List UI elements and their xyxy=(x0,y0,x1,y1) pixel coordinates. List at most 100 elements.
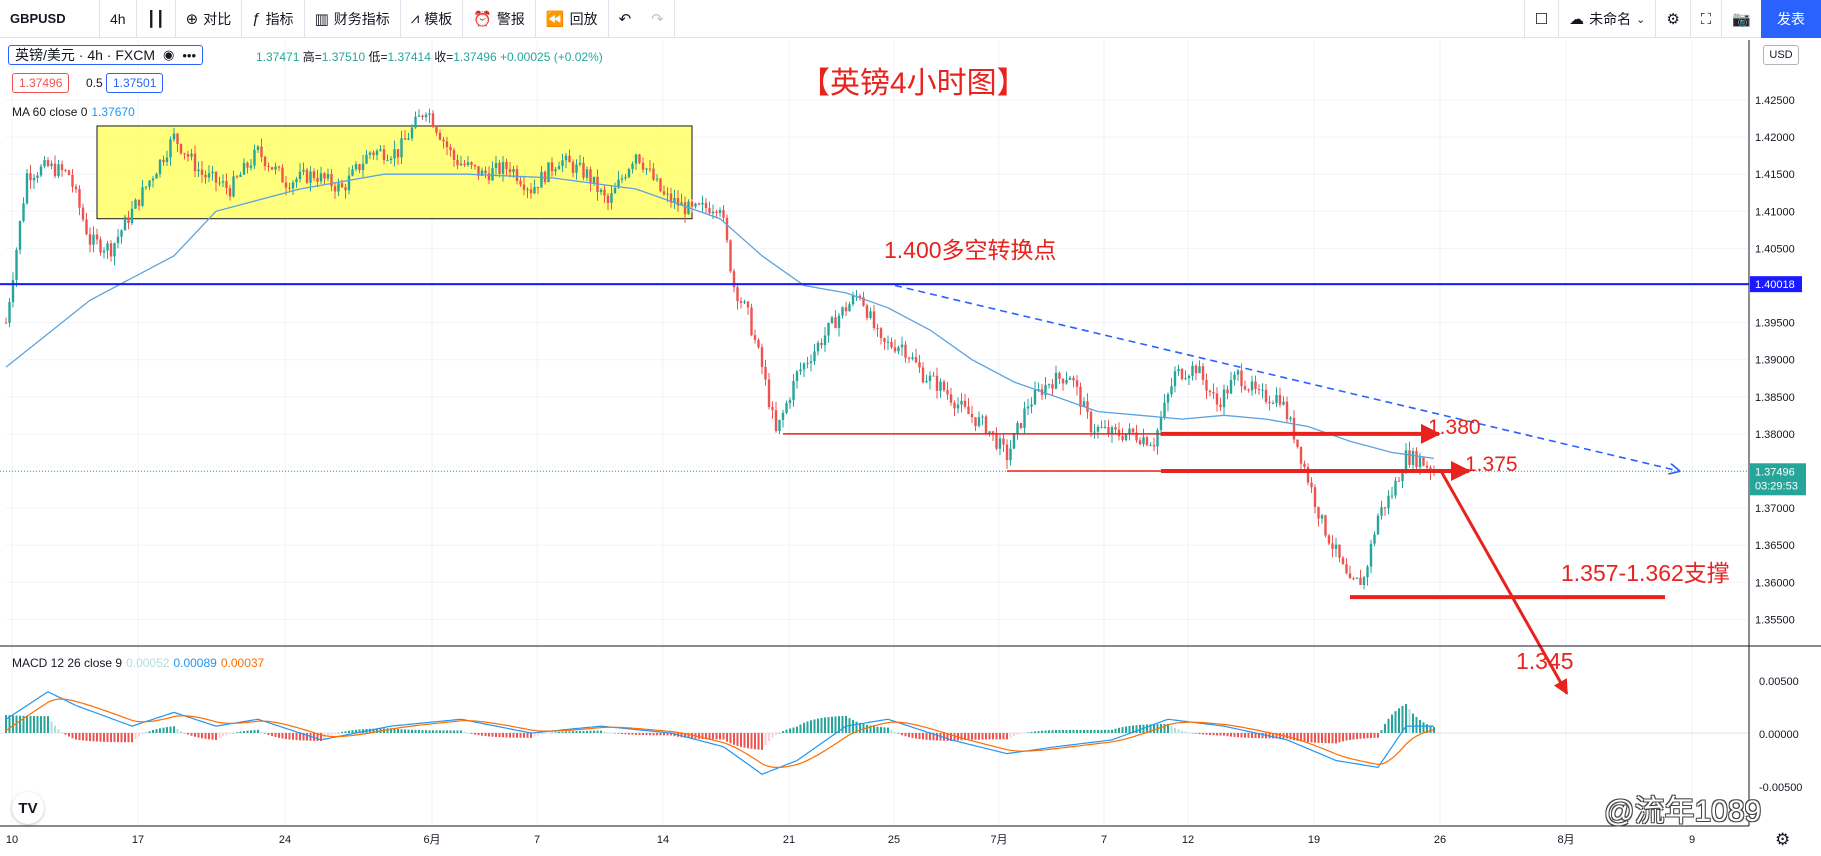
macd-histogram-bar xyxy=(1426,724,1428,733)
expand-button[interactable]: ⛶ xyxy=(1689,0,1722,38)
macd-histogram-bar xyxy=(673,733,676,737)
macd-histogram-bar xyxy=(775,733,777,736)
sell-price-chip[interactable]: 1.37496 xyxy=(12,73,70,93)
consolidation-box[interactable] xyxy=(96,125,693,220)
symbol-search-button[interactable]: GBPUSD xyxy=(0,0,100,38)
candle-body xyxy=(554,169,557,172)
undo-button[interactable]: ↶ xyxy=(609,0,642,38)
trend-line[interactable] xyxy=(894,284,1679,472)
candle-body xyxy=(624,177,627,179)
interval-button[interactable]: 4h xyxy=(100,0,137,38)
candle-body xyxy=(32,177,36,181)
alert-button[interactable]: ⏰ 警报 xyxy=(463,0,536,38)
macd-histogram-bar xyxy=(1373,733,1376,738)
tradingview-logo[interactable]: TV xyxy=(12,792,44,824)
macd-histogram-bar xyxy=(887,727,889,733)
macd-histogram-bar xyxy=(1226,733,1229,737)
candle-body xyxy=(582,162,585,178)
settings-button[interactable]: ⚙ xyxy=(1655,0,1689,38)
fullscreen-layout-button[interactable]: ☐ xyxy=(1523,0,1558,38)
macd-histogram-bar xyxy=(1181,730,1183,733)
time-tick-label: 25 xyxy=(888,834,900,846)
ma-legend[interactable]: MA 60 close 0 1.37670 xyxy=(12,105,135,119)
currency-button[interactable]: USD xyxy=(1763,45,1799,65)
candle-body xyxy=(610,193,613,203)
candle-body xyxy=(876,327,879,329)
layout-name-button[interactable]: ☁ 未命名 ⌄ xyxy=(1558,0,1655,38)
macd-histogram-bar xyxy=(1023,733,1026,734)
macd-histogram-bar xyxy=(705,733,707,740)
macd-histogram-bar xyxy=(397,728,399,733)
candle-body xyxy=(659,178,662,192)
candle-body xyxy=(1369,543,1373,567)
snapshot-button[interactable]: 📷 xyxy=(1721,0,1761,38)
macd-histogram-bar xyxy=(1079,729,1082,733)
candle-body xyxy=(1240,370,1243,387)
eye-icon[interactable]: ◉ xyxy=(163,47,175,62)
publish-button[interactable]: 发表 xyxy=(1761,0,1821,38)
macd-histogram-bar xyxy=(351,730,354,733)
price-tick-label: 1.38500 xyxy=(1755,392,1795,404)
candle-body xyxy=(946,390,949,395)
macd-histogram-bar xyxy=(1429,725,1432,733)
macd-histogram-bar xyxy=(463,731,466,733)
buy-price-chip[interactable]: 1.37501 xyxy=(106,73,164,93)
macd-histogram-bar xyxy=(1286,733,1288,739)
replay-button[interactable]: ⏪ 回放 xyxy=(536,0,609,38)
cloud-icon: ☁ xyxy=(1569,11,1585,28)
time-tick-label: 24 xyxy=(279,834,291,846)
macd-histogram-bar xyxy=(47,716,49,733)
macd-histogram-bar xyxy=(1251,733,1253,738)
macd-histogram-bar xyxy=(96,733,98,742)
candle-body xyxy=(1289,417,1292,420)
candle-body xyxy=(1061,378,1065,384)
redo-button[interactable]: ↷ xyxy=(641,0,675,38)
candle-body xyxy=(1156,429,1159,447)
more-icon[interactable]: ••• xyxy=(182,47,197,63)
price-tick-label: 1.39500 xyxy=(1755,318,1795,330)
candle-body xyxy=(1352,578,1355,580)
candle-body xyxy=(1359,577,1362,585)
macd-histogram-bar xyxy=(561,731,564,733)
candle-body xyxy=(193,153,197,172)
candle-body xyxy=(701,202,704,205)
macd-histogram-bar xyxy=(547,733,550,734)
macd-histogram-bar xyxy=(880,727,882,733)
candle-body xyxy=(11,280,15,303)
symbol-legend[interactable]: 英镑/美元 · 4h · FXCM ◉ ••• xyxy=(8,45,204,65)
time-tick-label: 6月 xyxy=(423,834,440,846)
candle-body xyxy=(232,176,235,197)
candle-body xyxy=(1282,401,1285,405)
macd-histogram-bar xyxy=(78,733,81,741)
candle-body xyxy=(778,419,781,432)
compare-label: 对比 xyxy=(203,10,232,27)
templates-button[interactable]: ⩘ 模板 xyxy=(401,0,464,38)
macd-histogram-bar xyxy=(610,732,613,734)
candle-body xyxy=(1184,378,1187,380)
chart-type-button[interactable]: ┃┃ xyxy=(137,0,176,38)
macd-histogram-bar xyxy=(449,730,452,733)
macd-histogram-bar xyxy=(1335,733,1337,744)
candle-body xyxy=(365,154,368,164)
compare-button[interactable]: ⊕ 对比 xyxy=(176,0,243,38)
candle-body xyxy=(914,357,918,363)
macd-histogram-bar xyxy=(92,733,95,742)
macd-histogram-bar xyxy=(330,733,333,736)
macd-histogram-bar xyxy=(407,729,410,733)
macd-histogram-bar xyxy=(722,733,725,740)
replay-label: 回放 xyxy=(569,10,598,27)
candle-body xyxy=(617,179,620,188)
candle-body xyxy=(29,173,32,181)
candle-body xyxy=(837,315,841,329)
candle-body xyxy=(326,174,330,179)
candle-body xyxy=(214,171,218,183)
macd-histogram-bar xyxy=(715,733,718,740)
macd-histogram-bar xyxy=(1202,733,1204,735)
financials-button[interactable]: ▥ 财务指标 xyxy=(305,0,401,38)
macd-legend[interactable]: MACD 12 26 close 9 0.00052 0.00089 0.00037 xyxy=(12,656,264,670)
axis-settings-icon[interactable]: ⚙ xyxy=(1775,830,1791,849)
target-arrow[interactable] xyxy=(1439,470,1569,695)
indicators-button[interactable]: ƒ 指标 xyxy=(242,0,305,38)
macd-histogram-bar xyxy=(1149,724,1152,733)
